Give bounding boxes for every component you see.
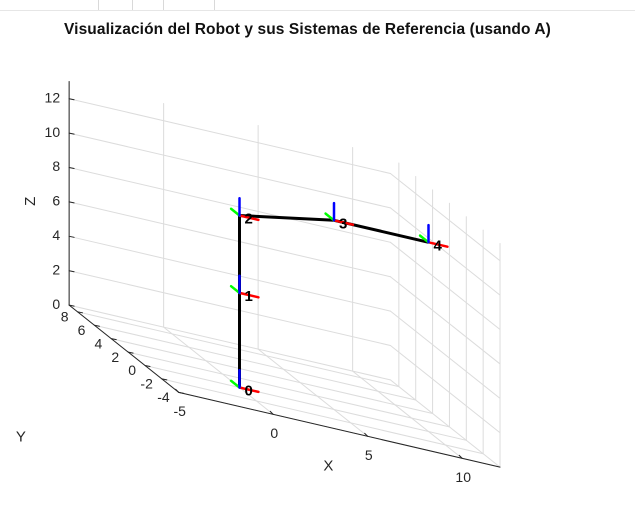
z-tick-label: 8 [52, 158, 60, 174]
frame-y-axis [418, 234, 430, 244]
y-axis-label: Y [16, 429, 26, 446]
x-tick-label: 10 [455, 469, 471, 485]
x-tick-mark [269, 410, 274, 415]
frame-x-axis [238, 214, 260, 222]
y-tick-mark [144, 365, 151, 367]
grid-line [68, 132, 391, 209]
z-tick-label: 4 [52, 227, 60, 243]
robot-links [238, 214, 429, 388]
x-tick-label: 5 [365, 447, 373, 463]
grid-line [163, 326, 274, 415]
z-tick-mark [68, 235, 75, 238]
y-tick-mark [161, 378, 168, 381]
z-tick-mark [68, 167, 75, 170]
x-axis-line [178, 391, 501, 468]
z-tick-mark [68, 201, 75, 204]
frame-y-axis [324, 212, 336, 222]
y-tick-mark [178, 391, 185, 394]
x-tick-label: -5 [173, 403, 186, 419]
y-tick-label: 4 [94, 335, 102, 351]
y-tick-label: 8 [61, 309, 69, 325]
grid-line [161, 378, 484, 455]
grid-line [68, 270, 391, 347]
x-tick-mark [364, 432, 369, 437]
z-tick-label: 6 [52, 193, 60, 209]
window-top-strip [0, 0, 635, 11]
grid-line [110, 338, 434, 414]
grid-line [68, 235, 391, 312]
grid-line [68, 167, 391, 243]
grid-line [127, 351, 450, 428]
y-tick-label: 0 [128, 362, 136, 378]
joint-label: 2 [245, 210, 253, 227]
z-tick-label: 10 [45, 124, 61, 140]
z-tick-mark [68, 132, 75, 135]
x-tick-mark [458, 454, 463, 459]
z-tick-label: 2 [52, 261, 60, 277]
y-tick-mark [127, 351, 134, 354]
z-axis-label: Z [22, 197, 39, 206]
grid-line [144, 365, 467, 441]
grid-line [257, 348, 369, 437]
grid-line [389, 173, 501, 262]
y-tick-label: -2 [140, 376, 153, 392]
grid-line [93, 324, 417, 401]
frame-y-axis [229, 379, 241, 389]
z-tick-label: 0 [52, 296, 60, 312]
y-tick-label: 6 [78, 322, 86, 338]
frame-x-axis [427, 241, 449, 248]
x-tick-mark [175, 388, 180, 393]
grid-line [352, 370, 463, 459]
y-tick-label: -4 [157, 389, 170, 405]
frame-y-axis [229, 284, 241, 295]
y-tick-mark [77, 311, 84, 314]
y-tick-mark [110, 338, 117, 341]
z-tick-mark [68, 270, 75, 273]
grid-line [389, 379, 501, 468]
y-tick-mark [93, 324, 100, 327]
y-tick-label: 2 [111, 349, 119, 365]
frame-x-axis [238, 386, 260, 394]
chart-title: Visualización del Robot y sus Sistemas d… [64, 21, 551, 38]
grid-line [389, 207, 501, 296]
z-tick-mark [68, 304, 75, 307]
grid-line [68, 98, 391, 175]
y-axis-line [68, 304, 180, 393]
joint-label: 1 [245, 288, 253, 305]
frame-x-axis [238, 291, 260, 299]
x-axis-label: X [323, 458, 333, 475]
grid-line [389, 276, 501, 365]
grid-line [389, 310, 501, 399]
x-tick-label: 0 [270, 425, 278, 441]
grid-line [389, 345, 501, 434]
grid-line [68, 201, 391, 278]
grid-line [68, 304, 391, 381]
z-tick-label: 12 [45, 89, 61, 105]
joint-label: 4 [434, 237, 443, 254]
frame-y-axis [229, 207, 241, 217]
joint-label: 3 [339, 215, 347, 232]
joint-label: 0 [245, 382, 253, 399]
z-tick-mark [68, 98, 75, 101]
frame-x-axis [332, 219, 355, 226]
grid-line [389, 241, 501, 331]
